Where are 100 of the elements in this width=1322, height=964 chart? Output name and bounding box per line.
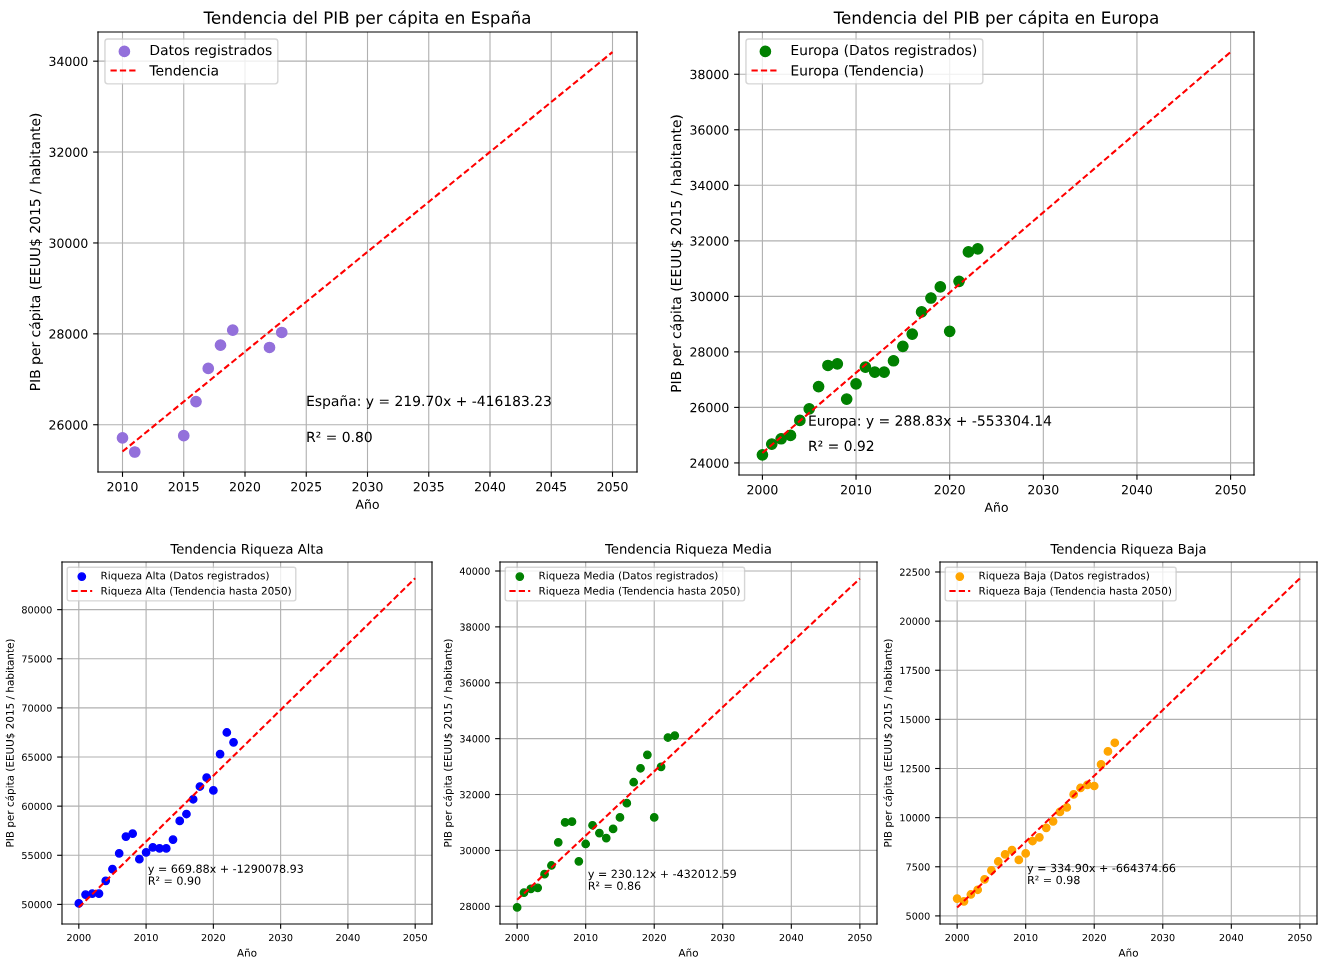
x-tick-label: 2035 [413, 481, 444, 492]
x-tick-label: 2050 [1215, 484, 1246, 495]
x-axis-title: Año [678, 948, 698, 957]
point [177, 429, 190, 442]
x-tick-label: 2030 [1151, 933, 1175, 942]
annotation: y = 230.12x + -432012.59 [588, 869, 736, 881]
y-tick-label: 34000 [49, 56, 88, 67]
x-tick-label: 2000 [505, 933, 529, 942]
y-tick-label: 40000 [459, 567, 490, 575]
point [175, 816, 185, 826]
x-tick-label: 2010 [107, 481, 138, 492]
y-axis-title: PIB per cápita (EEUU$ 2015 / habitante) [28, 113, 43, 390]
y-tick-label: 24000 [690, 458, 729, 468]
annotation: R² = 0.98 [1028, 875, 1080, 885]
point [512, 903, 522, 912]
point [670, 731, 680, 740]
annotation: España: y = 219.70x + -416183.23 [307, 395, 551, 409]
x-tick-label: 2040 [1121, 484, 1153, 495]
point [925, 292, 937, 304]
x-tick-label: 2020 [230, 481, 261, 492]
legend-label: Riqueza Baja (Datos registrados) [979, 571, 1149, 582]
point [128, 829, 138, 839]
annotation: y = 334.90x + -664374.66 [1027, 863, 1176, 875]
y-tick-label: 7500 [906, 863, 930, 871]
point [993, 857, 1003, 866]
x-axis-title: Año [355, 499, 379, 510]
x-tick-label: 2050 [1288, 933, 1312, 942]
point [182, 809, 191, 819]
x-tick-label: 2040 [1219, 933, 1244, 942]
point [148, 843, 158, 852]
y-tick-label: 5000 [906, 912, 930, 920]
point [878, 366, 890, 378]
point [622, 798, 632, 808]
point [222, 728, 232, 737]
point [1014, 855, 1024, 865]
y-tick-label: 28000 [690, 347, 729, 357]
point [636, 763, 645, 773]
point [581, 839, 591, 849]
y-tick-label: 36000 [460, 679, 490, 687]
point [822, 359, 834, 372]
point [226, 324, 239, 337]
point [121, 832, 131, 841]
point [574, 856, 584, 866]
x-tick-label: 2010 [574, 933, 598, 942]
point [94, 889, 104, 898]
y-tick-label: 30000 [460, 846, 490, 855]
x-tick-label: 2000 [67, 933, 91, 942]
annotation: R² = 0.86 [588, 881, 641, 890]
x-axis-title: Año [1118, 948, 1138, 957]
point [560, 818, 570, 827]
x-tick-label: 2020 [934, 484, 965, 495]
point [141, 847, 151, 857]
point [1110, 738, 1120, 748]
point [1035, 832, 1044, 842]
point [202, 362, 215, 375]
legend-label: Riqueza Media (Tendencia hasta 2050) [539, 586, 740, 597]
point [553, 837, 563, 847]
point [1096, 760, 1106, 769]
y-tick-label: 75000 [22, 655, 52, 663]
point [601, 833, 611, 843]
y-tick-label: 38000 [460, 623, 490, 631]
annotation: R² = 0.80 [307, 431, 372, 443]
legend-label: Riqueza Alta (Tendencia hasta 2050) [101, 586, 291, 597]
x-tick-label: 2050 [597, 481, 628, 492]
y-tick-label: 28000 [49, 329, 88, 339]
legend-label: Tendencia [149, 64, 218, 76]
y-tick-label: 15000 [900, 715, 930, 724]
point [208, 786, 218, 795]
y-tick-label: 55000 [22, 851, 52, 860]
x-tick-label: 2015 [168, 481, 199, 492]
point [887, 354, 900, 367]
x-tick-label: 2030 [1028, 484, 1059, 495]
point [629, 777, 639, 787]
y-tick-label: 10000 [900, 814, 930, 822]
y-tick-label: 17500 [900, 666, 930, 675]
annotation: Europa: y = 288.83x + -553304.14 [809, 415, 1052, 429]
point [1089, 781, 1099, 791]
y-tick-label: 26000 [690, 402, 729, 413]
point [934, 281, 947, 293]
annotation: y = 669.88x + -1290078.93 [148, 864, 303, 876]
point [567, 817, 577, 826]
point [1103, 747, 1113, 756]
point [831, 357, 844, 370]
point [168, 835, 178, 844]
x-tick-label: 2030 [352, 481, 383, 492]
y-tick-label: 65000 [22, 753, 52, 761]
y-tick-label: 12500 [900, 764, 930, 773]
x-tick-label: 2040 [475, 481, 506, 492]
y-tick-label: 30000 [49, 238, 88, 248]
y-axis-title: PIB per cápita (EEUU$ 2015 / habitante) [669, 115, 684, 392]
chart-title: Tendencia del PIB per cápita en Europa [833, 10, 1158, 28]
chart-title: Tendencia Riqueza Alta [170, 543, 323, 557]
y-tick-label: 36000 [690, 125, 729, 135]
y-tick-label: 32000 [49, 147, 88, 157]
point [971, 243, 984, 255]
legend-label: Riqueza Media (Datos registrados) [539, 571, 718, 582]
y-tick-label: 60000 [22, 802, 52, 810]
chart-title: Tendencia del PIB per cápita en España [203, 10, 530, 28]
x-axis-title: Año [237, 948, 257, 957]
point [943, 325, 956, 338]
